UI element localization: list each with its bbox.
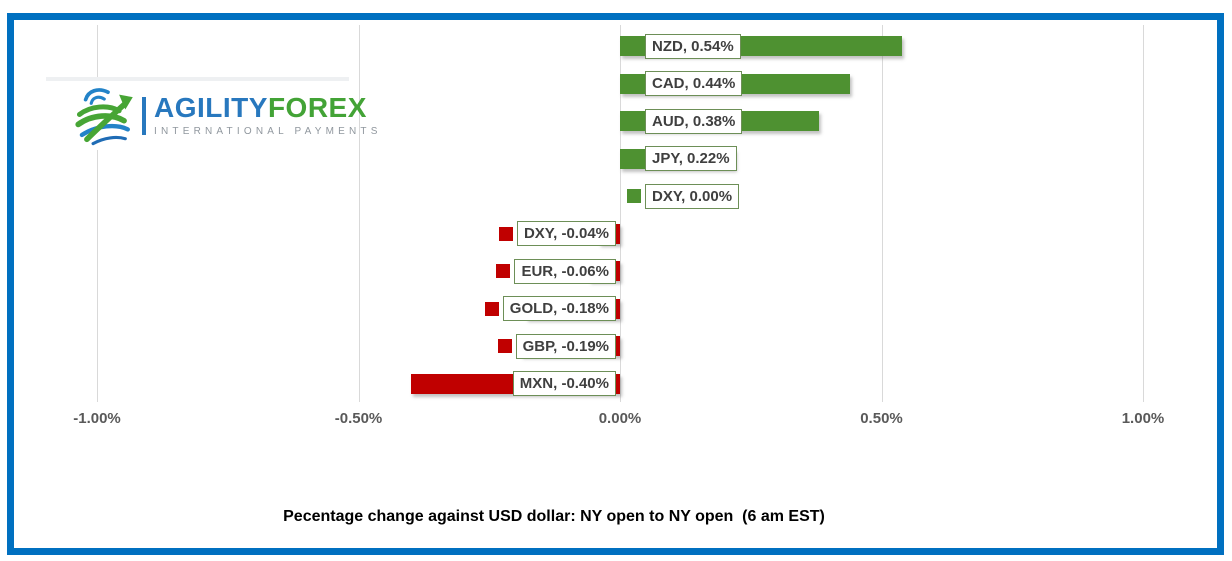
bar-label: AUD, 0.38%	[645, 108, 743, 134]
legend-key-icon	[627, 114, 641, 128]
bar-label: DXY, 0.00%	[645, 183, 740, 209]
chart-border-frame	[7, 13, 1224, 555]
gridline	[1143, 25, 1144, 402]
legend-key-icon	[627, 39, 641, 53]
logo-tagline: INTERNATIONAL PAYMENTS	[154, 126, 382, 137]
bar-label-group: EUR, -0.06%	[496, 258, 616, 284]
legend-key-icon	[484, 301, 499, 316]
bar-label: NZD, 0.54%	[645, 33, 741, 59]
bar-label-group: AUD, 0.38%	[627, 108, 743, 134]
bar-label: CAD, 0.44%	[645, 71, 743, 96]
globe-arrow-icon	[75, 87, 133, 145]
legend-key-icon	[498, 226, 513, 241]
bar-label-group: CAD, 0.44%	[627, 71, 743, 96]
bar-label: MXN, -0.40%	[512, 371, 616, 396]
legend-key-icon	[497, 339, 512, 353]
gridline	[97, 25, 98, 402]
bar-label: EUR, -0.06%	[514, 258, 616, 284]
legend-key-icon	[627, 189, 641, 203]
legend-key-icon	[494, 376, 509, 391]
x-axis-tick-label: 0.50%	[860, 410, 903, 427]
bar-label: DXY, -0.04%	[516, 221, 616, 246]
legend-key-icon	[496, 264, 511, 278]
bar-label-group: NZD, 0.54%	[627, 33, 741, 59]
x-axis-tick-label: 0.00%	[598, 410, 642, 427]
x-axis-tick-label: -1.00%	[73, 410, 121, 427]
bar-label-group: DXY, -0.04%	[498, 221, 616, 246]
chart-title: Pecentage change against USD dollar: NY …	[283, 508, 825, 525]
bar-label-group: GOLD, -0.18%	[484, 296, 616, 321]
gridline	[358, 25, 360, 402]
bar-label: GBP, -0.19%	[515, 333, 616, 359]
bar-label: JPY, 0.22%	[645, 146, 737, 171]
legend-key-icon	[627, 76, 641, 91]
logo-brand-primary: AGILITY	[154, 92, 268, 123]
bar-label-group: MXN, -0.40%	[494, 371, 616, 396]
bar-label: GOLD, -0.18%	[502, 296, 616, 321]
gridline	[881, 25, 883, 402]
agilityforex-logo: AGILITYFOREX INTERNATIONAL PAYMENTS	[46, 77, 377, 150]
logo-brand-name: AGILITYFOREX	[154, 94, 382, 122]
gridline	[620, 25, 621, 402]
x-axis-tick-label: -0.50%	[334, 410, 383, 427]
logo-brand-secondary: FOREX	[267, 92, 367, 123]
bar-label-group: GBP, -0.19%	[497, 333, 616, 359]
legend-key-icon	[627, 151, 641, 166]
x-axis-tick-label: 1.00%	[1121, 410, 1165, 427]
logo-divider	[142, 96, 146, 135]
bar-label-group: DXY, 0.00%	[627, 183, 740, 209]
bar-label-group: JPY, 0.22%	[627, 146, 737, 171]
